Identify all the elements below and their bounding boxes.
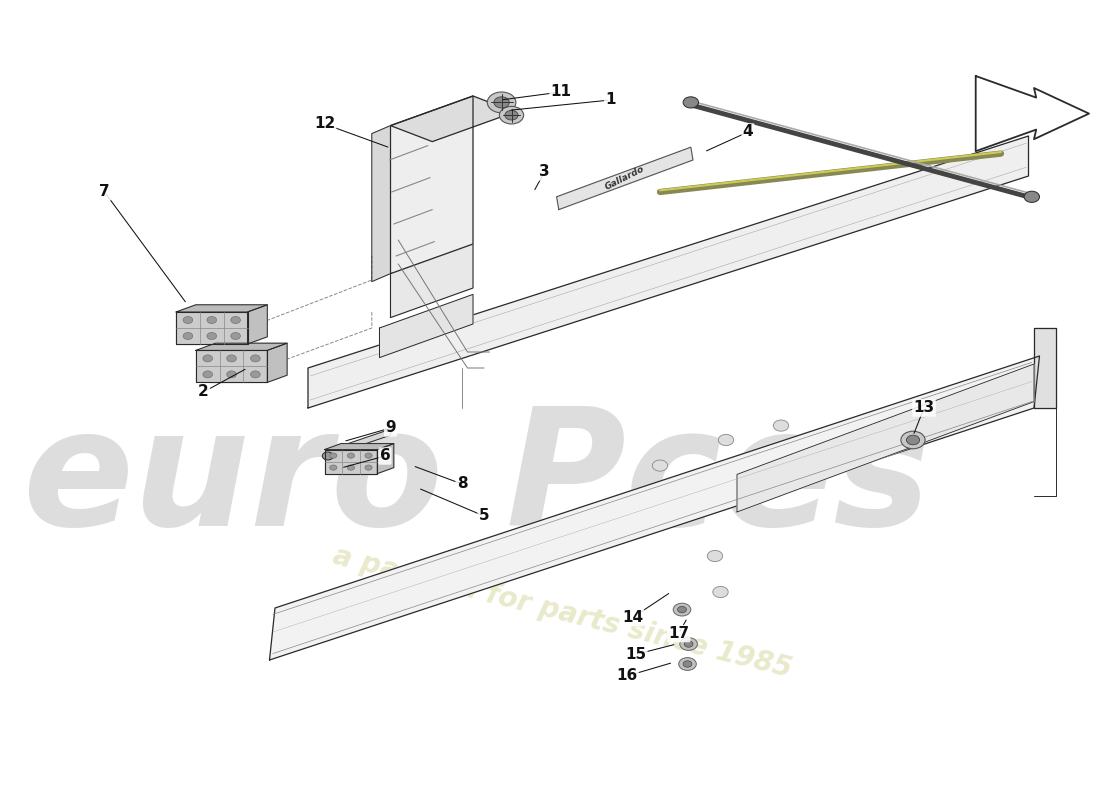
Polygon shape (324, 450, 377, 474)
Circle shape (207, 317, 217, 323)
Circle shape (652, 460, 668, 471)
Text: 4: 4 (742, 125, 754, 139)
Polygon shape (176, 312, 248, 344)
Polygon shape (390, 96, 515, 142)
Circle shape (227, 355, 236, 362)
Circle shape (707, 550, 723, 562)
Circle shape (330, 453, 337, 458)
Polygon shape (377, 443, 394, 474)
Circle shape (183, 333, 192, 339)
Circle shape (202, 371, 212, 378)
Polygon shape (196, 350, 267, 382)
Circle shape (251, 371, 261, 378)
Polygon shape (976, 76, 1089, 151)
Polygon shape (557, 147, 693, 210)
Polygon shape (270, 356, 1040, 660)
Circle shape (183, 317, 192, 323)
Text: 3: 3 (539, 165, 550, 179)
Circle shape (673, 603, 691, 616)
Circle shape (202, 355, 212, 362)
Text: 5: 5 (478, 509, 490, 523)
Circle shape (330, 465, 337, 470)
Text: 14: 14 (621, 610, 643, 625)
Polygon shape (176, 305, 267, 312)
Text: 8: 8 (456, 477, 468, 491)
Circle shape (505, 110, 518, 120)
Polygon shape (196, 343, 287, 350)
Text: euro: euro (22, 401, 443, 559)
Polygon shape (1034, 328, 1056, 408)
Text: 1: 1 (605, 93, 616, 107)
Polygon shape (390, 244, 473, 318)
Text: 6: 6 (379, 449, 390, 463)
Polygon shape (248, 305, 267, 344)
Text: Gallardo: Gallardo (604, 165, 646, 192)
Polygon shape (372, 126, 390, 282)
Circle shape (906, 435, 920, 445)
Polygon shape (737, 364, 1034, 512)
Text: Pces: Pces (506, 401, 932, 559)
Circle shape (207, 333, 217, 339)
Text: 7: 7 (99, 185, 110, 199)
Text: 13: 13 (913, 401, 935, 415)
Circle shape (773, 420, 789, 431)
Circle shape (679, 658, 696, 670)
Circle shape (713, 586, 728, 598)
Polygon shape (390, 96, 473, 274)
Circle shape (251, 355, 261, 362)
Polygon shape (324, 443, 394, 450)
Circle shape (231, 333, 241, 339)
Text: 11: 11 (550, 85, 572, 99)
Circle shape (901, 431, 925, 449)
Text: 2: 2 (198, 385, 209, 399)
Circle shape (678, 606, 686, 613)
Circle shape (683, 661, 692, 667)
Polygon shape (267, 343, 287, 382)
Circle shape (365, 465, 372, 470)
Text: 17: 17 (668, 626, 690, 641)
Text: 9: 9 (385, 421, 396, 435)
Circle shape (322, 452, 333, 460)
Polygon shape (308, 136, 1028, 408)
Circle shape (231, 317, 241, 323)
Circle shape (227, 371, 236, 378)
Circle shape (684, 641, 693, 647)
Polygon shape (379, 294, 473, 358)
Text: a passion for parts since 1985: a passion for parts since 1985 (330, 542, 794, 682)
Circle shape (680, 638, 697, 650)
Circle shape (348, 453, 354, 458)
Circle shape (1024, 191, 1040, 202)
Text: 15: 15 (625, 647, 647, 662)
Circle shape (348, 465, 354, 470)
Circle shape (683, 97, 698, 108)
Circle shape (494, 97, 509, 108)
Text: 16: 16 (616, 669, 638, 683)
Polygon shape (341, 429, 392, 452)
Circle shape (365, 453, 372, 458)
Circle shape (499, 106, 524, 124)
Circle shape (718, 434, 734, 446)
Text: 12: 12 (314, 117, 336, 131)
Circle shape (487, 92, 516, 113)
